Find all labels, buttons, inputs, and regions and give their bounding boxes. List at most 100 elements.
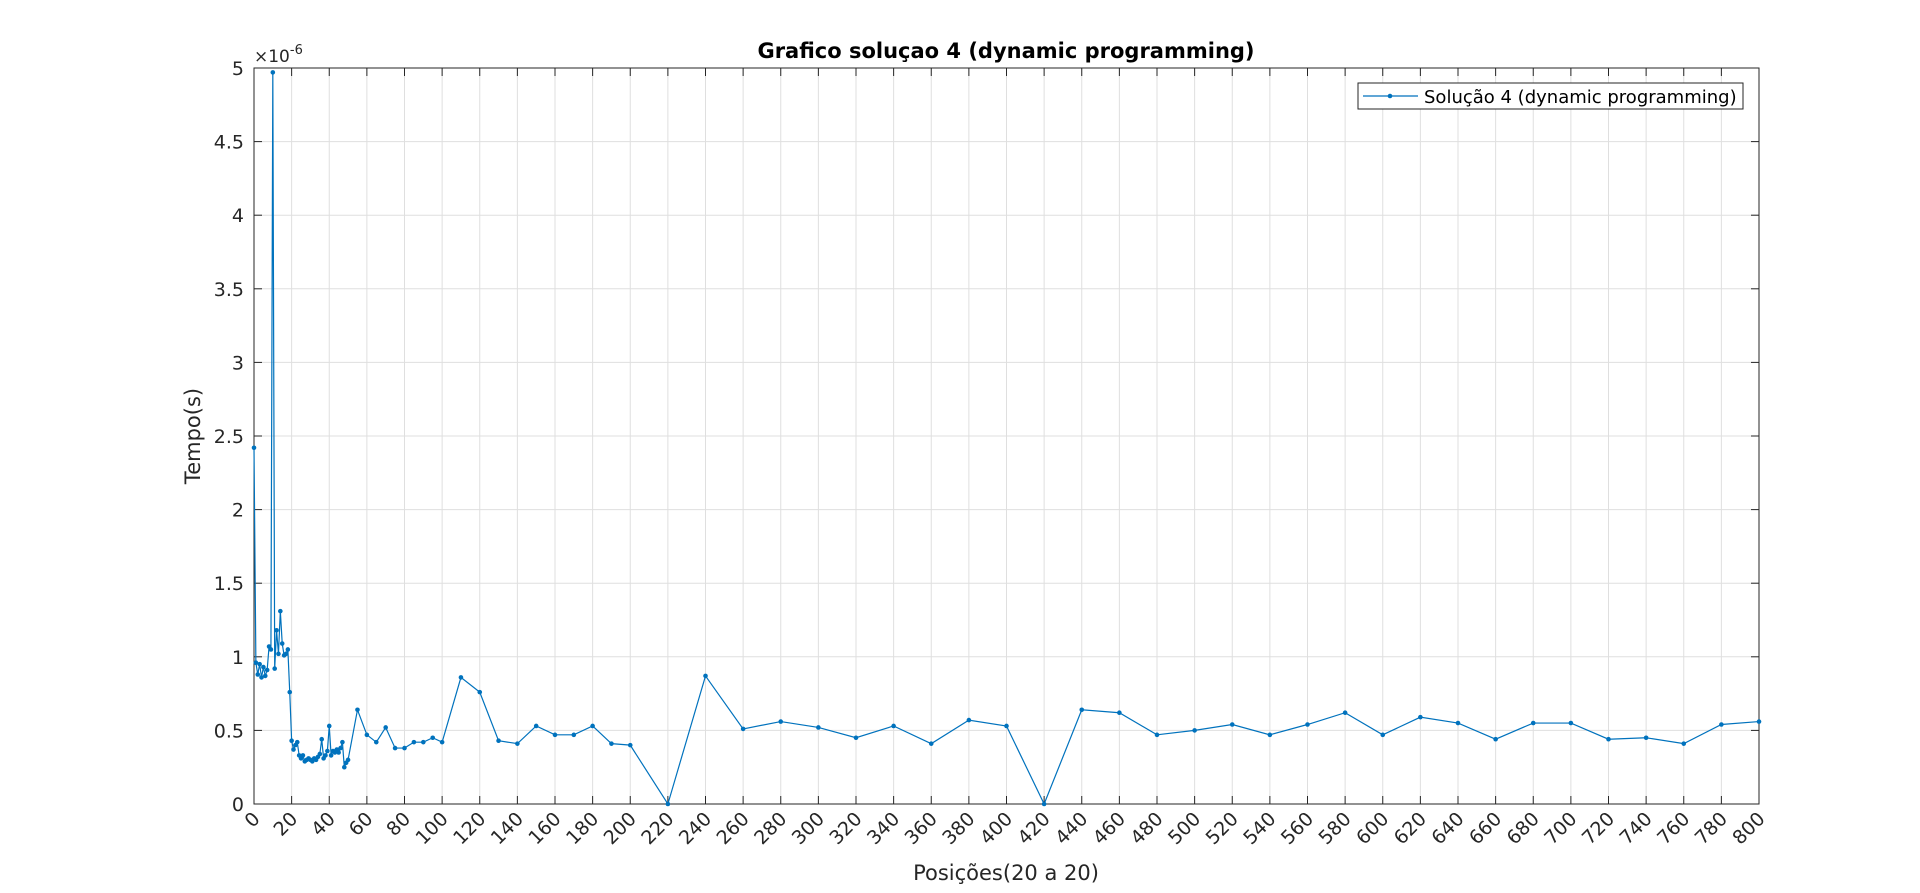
data-point (289, 738, 294, 744)
data-point (255, 672, 261, 677)
y-tick-label: 0.5 (214, 720, 244, 742)
data-point (1342, 710, 1348, 716)
data-point (261, 664, 266, 670)
data-point (319, 736, 325, 742)
y-tick-label: 2 (232, 500, 244, 522)
data-point (439, 739, 445, 745)
data-point (262, 673, 268, 679)
exponent-base: ×10 (254, 47, 290, 67)
data-point (816, 725, 821, 730)
data-point (1229, 722, 1235, 727)
data-point (274, 628, 279, 633)
data-point (590, 723, 595, 729)
data-point (1455, 720, 1461, 726)
data-point (294, 739, 300, 745)
y-tick-label: 4 (232, 205, 244, 227)
legend-box (1357, 82, 1744, 110)
data-point (411, 739, 417, 745)
data-point (253, 660, 259, 665)
data-point (1719, 722, 1724, 727)
x-axis-label: Posições(20 a 20) (913, 861, 1099, 885)
data-point (477, 689, 483, 695)
data-point (364, 732, 370, 738)
data-point (272, 666, 277, 671)
chart-title: Grafico soluçao 4 (dynamic programming) (757, 39, 1254, 63)
data-point (966, 717, 972, 723)
y-axis-label: Tempo(s) (181, 388, 205, 485)
data-point (1643, 735, 1649, 741)
data-point (1117, 710, 1122, 716)
data-point (264, 667, 270, 673)
y-tick-label: 1.5 (214, 573, 244, 595)
data-point (326, 723, 332, 729)
data-point (383, 725, 388, 730)
data-point (430, 735, 436, 741)
y-exponent: ×10-6 (254, 43, 303, 67)
data-point (355, 707, 360, 713)
y-tick-label: 1 (232, 647, 244, 669)
data-point (533, 723, 539, 729)
data-point (1756, 719, 1762, 724)
data-point (1530, 720, 1536, 726)
data-point (276, 651, 281, 657)
data-point (1004, 723, 1009, 729)
data-point (325, 748, 330, 754)
data-point (257, 661, 262, 667)
data-point (740, 726, 746, 732)
data-point (373, 739, 379, 745)
y-tick-label: 2.5 (214, 426, 244, 448)
data-point (778, 719, 784, 724)
data-point (1041, 801, 1047, 807)
data-point (342, 764, 347, 770)
data-point (703, 673, 708, 679)
data-point (496, 738, 501, 744)
data-point (1380, 732, 1386, 738)
data-point (571, 732, 577, 738)
data-point (291, 747, 296, 752)
data-point (1192, 728, 1197, 733)
data-point (283, 651, 289, 657)
data-point (300, 753, 306, 758)
data-point (665, 801, 671, 807)
legend-label: Solução 4 (dynamic programming) (1424, 87, 1737, 108)
data-point (1418, 714, 1423, 720)
data-point (270, 70, 276, 75)
data-point (515, 741, 520, 746)
data-point (336, 750, 341, 755)
data-point (552, 732, 558, 738)
data-point (279, 641, 285, 646)
data-point (345, 757, 351, 763)
data-point (1079, 707, 1085, 713)
data-point (1154, 732, 1160, 738)
data-point (1606, 736, 1611, 742)
data-point (259, 675, 264, 680)
data-point (421, 739, 426, 745)
data-point (278, 608, 283, 614)
data-point (1267, 732, 1273, 738)
y-tick-label: 3 (232, 352, 244, 374)
data-point (402, 745, 407, 751)
data-point (340, 739, 345, 745)
data-point (287, 689, 293, 695)
data-point (853, 735, 859, 741)
data-point (328, 753, 334, 758)
legend-marker (1387, 93, 1393, 99)
data-point (1681, 741, 1687, 746)
data-point (458, 675, 464, 680)
data-point (1305, 722, 1310, 727)
y-tick-label: 4.5 (214, 132, 244, 154)
data-point (317, 751, 323, 757)
y-tick-label: 3.5 (214, 279, 244, 301)
data-point (392, 745, 398, 751)
exponent-power: -6 (290, 43, 303, 58)
data-point (285, 647, 291, 652)
data-point (268, 647, 274, 652)
data-point (1493, 736, 1498, 742)
data-point (251, 445, 257, 451)
data-point (609, 741, 614, 746)
data-point (338, 745, 343, 751)
axes-box (253, 67, 1760, 805)
legend: Solução 4 (dynamic programming) (1357, 82, 1744, 110)
